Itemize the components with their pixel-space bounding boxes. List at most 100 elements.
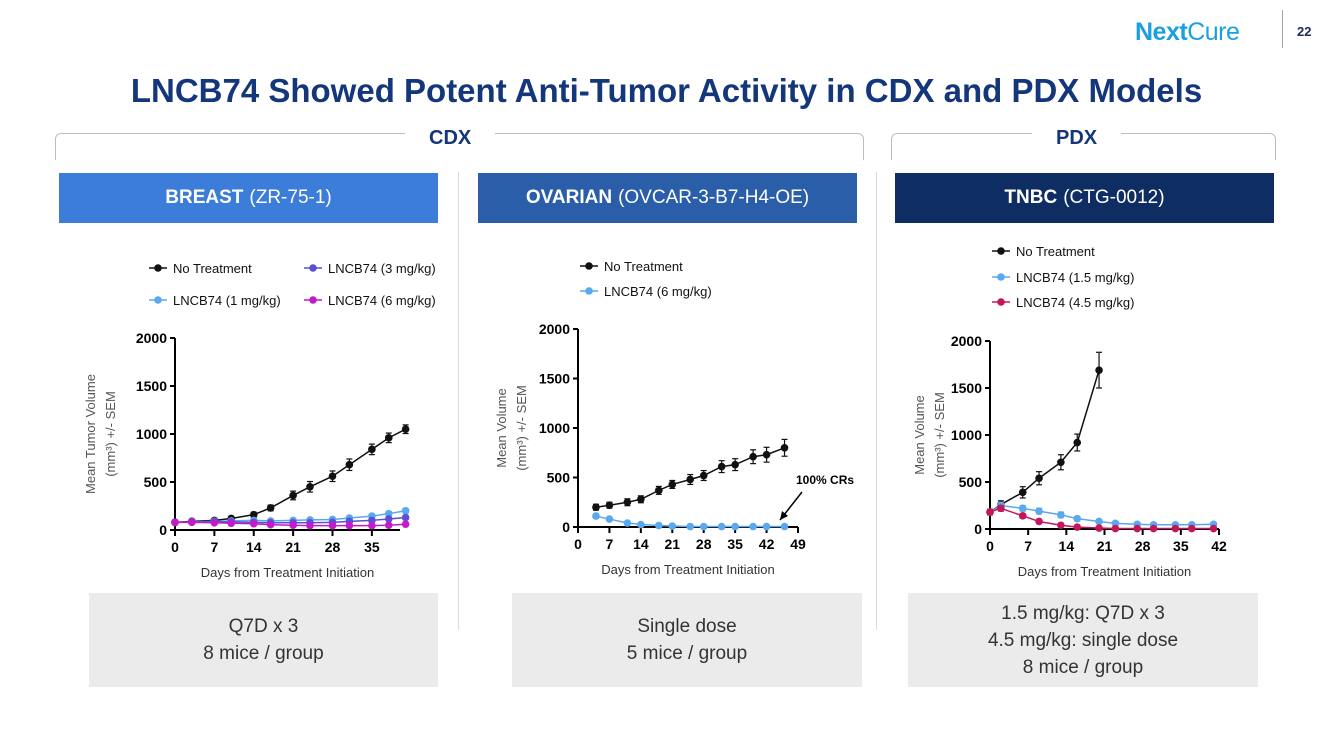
data-point bbox=[1111, 524, 1120, 533]
y-tick-label: 2000 bbox=[951, 333, 982, 349]
data-point bbox=[655, 486, 663, 495]
data-point bbox=[655, 521, 663, 530]
data-point bbox=[1018, 512, 1027, 520]
y-tick-label: 1500 bbox=[951, 380, 982, 396]
legend-swatch-marker bbox=[309, 264, 317, 272]
legend-label: No Treatment bbox=[173, 261, 252, 276]
data-point bbox=[210, 519, 219, 527]
y-tick-label: 0 bbox=[159, 522, 167, 538]
data-point bbox=[1133, 524, 1142, 533]
banner-model: (OVCAR-3-B7-H4-OE) bbox=[618, 187, 810, 208]
y-tick-label: 0 bbox=[562, 519, 570, 535]
data-point bbox=[1095, 524, 1103, 532]
data-point bbox=[368, 521, 376, 530]
y-tick-label: 500 bbox=[547, 470, 571, 486]
data-point bbox=[717, 462, 726, 471]
x-tick-label: 21 bbox=[664, 536, 680, 552]
data-point bbox=[306, 521, 314, 530]
data-point bbox=[289, 491, 297, 500]
data-point bbox=[1095, 366, 1103, 374]
series-line bbox=[174, 428, 406, 524]
dosing-box-breast: Q7D x 3 8 mice / group bbox=[89, 593, 438, 687]
data-point bbox=[731, 460, 739, 469]
data-point bbox=[780, 444, 789, 452]
data-point bbox=[384, 509, 393, 518]
x-axis-label: Days from Treatment Initiation bbox=[201, 565, 374, 580]
data-point bbox=[605, 515, 614, 523]
data-point bbox=[384, 515, 393, 523]
data-point bbox=[384, 434, 393, 442]
x-tick-label: 35 bbox=[727, 536, 743, 552]
data-point bbox=[1149, 524, 1158, 533]
data-point bbox=[1073, 514, 1082, 523]
data-point bbox=[289, 521, 297, 529]
data-point bbox=[717, 522, 726, 531]
legend-swatch-marker bbox=[585, 262, 593, 270]
legend-swatch-marker bbox=[585, 287, 593, 295]
x-tick-label: 0 bbox=[986, 538, 994, 554]
data-point bbox=[306, 483, 314, 491]
data-point bbox=[668, 522, 677, 530]
legend-label: LNCB74 (6 mg/kg) bbox=[328, 293, 436, 308]
data-point bbox=[401, 425, 410, 433]
x-tick-label: 14 bbox=[1059, 538, 1075, 554]
data-point bbox=[345, 460, 354, 469]
data-point bbox=[762, 450, 771, 459]
data-point bbox=[592, 512, 600, 520]
data-point bbox=[762, 522, 771, 531]
data-point bbox=[401, 513, 410, 522]
x-tick-label: 7 bbox=[210, 539, 218, 555]
data-point bbox=[1035, 517, 1043, 526]
banner-title: OVARIAN bbox=[525, 187, 613, 208]
legend-swatch-marker bbox=[309, 296, 317, 304]
annotation-arrowhead bbox=[780, 511, 788, 520]
legend-swatch-marker bbox=[997, 247, 1005, 255]
data-point bbox=[731, 522, 739, 531]
y-tick-label: 1000 bbox=[951, 427, 982, 443]
dosing-line: Q7D x 3 bbox=[228, 616, 299, 637]
legend-label: No Treatment bbox=[1016, 244, 1095, 259]
data-point bbox=[1018, 488, 1027, 497]
data-point bbox=[345, 521, 354, 530]
data-point bbox=[668, 480, 677, 489]
cdx-label: CDX bbox=[405, 127, 496, 150]
data-point bbox=[328, 472, 337, 481]
dosing-line: 8 mice / group bbox=[1022, 656, 1144, 678]
data-point bbox=[1035, 507, 1043, 515]
data-point bbox=[699, 471, 708, 480]
legend-swatch-marker bbox=[154, 264, 162, 272]
y-tick-label: 1000 bbox=[136, 426, 167, 442]
data-point bbox=[1073, 438, 1082, 447]
logo-text-next: Next bbox=[1135, 18, 1188, 46]
banner-title: TNBC bbox=[1004, 187, 1058, 208]
dosing-line: 1.5 mg/kg: Q7D x 3 bbox=[1001, 602, 1165, 624]
data-point bbox=[1057, 511, 1065, 519]
ovarian-tumor-growth-chart: 0 500 1000 1500 2000 0 7 14 21 28 35 42 49 Days from … bbox=[494, 259, 854, 577]
x-tick-label: 42 bbox=[759, 536, 775, 552]
data-point bbox=[605, 501, 614, 510]
data-point bbox=[686, 522, 695, 531]
y-tick-label: 0 bbox=[974, 521, 982, 537]
y-tick-label: 500 bbox=[144, 474, 168, 490]
pdx-label: PDX bbox=[1032, 127, 1122, 150]
legend-swatch-marker bbox=[154, 296, 162, 304]
y-axis-label-unit: (mm³) +/- SEM bbox=[932, 392, 947, 478]
data-point bbox=[623, 519, 632, 527]
x-tick-label: 21 bbox=[1097, 538, 1113, 554]
data-point bbox=[699, 522, 708, 531]
x-tick-label: 35 bbox=[1173, 538, 1189, 554]
data-point bbox=[1018, 504, 1027, 513]
data-point bbox=[249, 510, 258, 519]
panel-divider bbox=[876, 172, 877, 630]
x-tick-label: 42 bbox=[1211, 538, 1227, 554]
y-tick-label: 500 bbox=[959, 474, 983, 490]
legend-label: LNCB74 (1 mg/kg) bbox=[173, 293, 281, 308]
y-axis-label: Mean Volume bbox=[912, 395, 927, 475]
data-point bbox=[1171, 524, 1180, 533]
tnbc-tumor-growth-chart: 0 500 1000 1500 2000 0 7 14 21 28 35 42 Days from Tr… bbox=[912, 244, 1227, 579]
logo-divider bbox=[1282, 10, 1283, 48]
data-point bbox=[780, 522, 789, 531]
data-point bbox=[637, 520, 645, 529]
legend-swatch-marker bbox=[997, 298, 1005, 306]
data-point bbox=[384, 521, 393, 529]
